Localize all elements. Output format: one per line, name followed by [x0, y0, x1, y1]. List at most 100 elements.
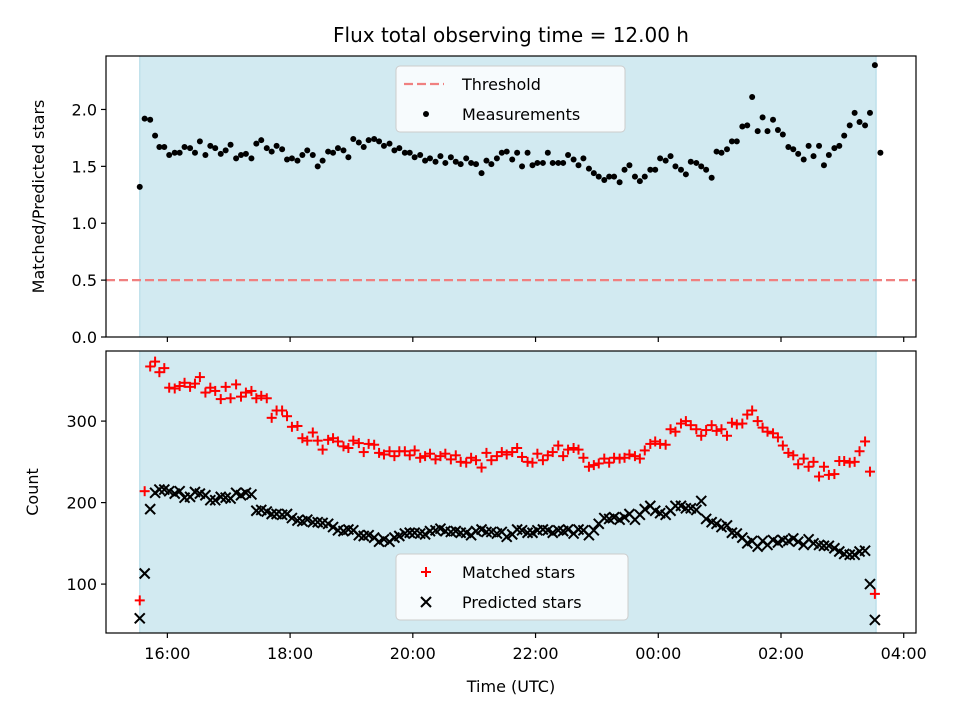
marker-stroke	[818, 540, 830, 552]
matched-star-point	[461, 457, 472, 468]
measurement-point	[468, 159, 475, 166]
matched-star-point	[864, 466, 875, 477]
measurement-point	[340, 147, 347, 154]
marker-stroke	[265, 508, 278, 520]
measurement-point	[595, 173, 602, 180]
marker-stroke	[736, 531, 749, 544]
marker-stroke	[420, 596, 432, 608]
matched-star-point	[860, 436, 871, 447]
predicted-star-point	[690, 504, 703, 516]
measurement-point	[636, 178, 643, 185]
matched-star-point	[194, 372, 205, 383]
measurement-point	[601, 177, 608, 184]
measurement-point	[703, 166, 710, 173]
matched-star-point	[220, 381, 231, 392]
measurement-point	[299, 151, 306, 158]
measurement-point	[181, 144, 188, 151]
measurement-point	[166, 151, 173, 158]
marker-stroke	[245, 488, 258, 501]
top-y-tick-label: 0.5	[72, 271, 97, 290]
matched-star-point	[307, 427, 318, 438]
measurement-point	[147, 116, 154, 123]
marker-stroke	[746, 535, 758, 547]
matched-star-point	[568, 442, 579, 453]
predicted-star-point	[792, 536, 804, 548]
matched-star-point	[517, 451, 528, 462]
measurement-point	[442, 159, 449, 166]
matched-star-point	[634, 453, 645, 464]
measurement-point	[724, 146, 730, 153]
measurement-points	[136, 62, 884, 190]
matched-star-point	[378, 449, 389, 460]
matched-star-point	[583, 461, 594, 472]
measurement-point	[191, 149, 198, 156]
measurement-point	[171, 149, 178, 156]
measurement-point	[350, 136, 357, 143]
marker-stroke	[485, 526, 498, 538]
matched-star-point	[563, 444, 574, 455]
measurement-point	[652, 166, 659, 173]
legend-measurement-swatch	[423, 111, 429, 117]
marker-stroke	[301, 514, 313, 526]
matched-star-point	[716, 424, 727, 435]
marker-stroke	[439, 525, 452, 537]
marker-stroke	[838, 548, 850, 560]
measurement-point	[319, 157, 326, 164]
measurement-point	[749, 93, 756, 100]
predicted-star-point	[818, 540, 830, 552]
top-y-tick-label: 0.0	[72, 328, 97, 347]
marker-stroke	[204, 494, 217, 506]
legend-label: Predicted stars	[462, 593, 582, 612]
matched-star-point	[772, 432, 783, 443]
marker-stroke	[475, 523, 488, 536]
marker-stroke	[807, 537, 820, 550]
predicted-star-point	[848, 549, 861, 561]
matched-star-point	[604, 457, 615, 468]
measurement-point	[248, 155, 255, 162]
matched-star-point	[404, 450, 415, 461]
measurement-point	[708, 174, 715, 181]
marker-stroke	[347, 524, 360, 537]
measurement-point	[560, 159, 567, 166]
measurement-point	[647, 166, 654, 173]
x-tick-label: 22:00	[512, 644, 558, 663]
marker-stroke	[721, 519, 733, 532]
marker-stroke	[144, 503, 156, 515]
marker-stroke	[859, 544, 871, 557]
measurement-point	[877, 149, 884, 156]
measurement-point	[800, 156, 807, 163]
matched-star-point	[312, 435, 323, 446]
marker-stroke	[353, 529, 365, 541]
matched-star-point	[639, 445, 650, 456]
matched-star-point	[762, 426, 773, 437]
legend-label: Matched stars	[462, 563, 575, 582]
marker-stroke	[700, 513, 712, 525]
marker-stroke	[209, 494, 221, 506]
matched-star-point	[481, 447, 492, 458]
measurement-point	[463, 155, 470, 162]
measurement-point	[258, 137, 265, 144]
measurement-point	[422, 157, 429, 164]
matched-star-point	[814, 471, 825, 482]
matched-star-point	[179, 377, 190, 388]
measurement-point	[698, 163, 705, 170]
chart-title: Flux total observing time = 12.00 h	[333, 23, 689, 47]
matched-star-point	[808, 456, 819, 467]
marker-stroke	[434, 522, 447, 535]
matched-star-point	[588, 460, 599, 471]
measurement-point	[611, 173, 618, 180]
predicted-star-point	[173, 485, 186, 497]
measurement-point	[488, 161, 495, 168]
matched-star-point	[624, 449, 635, 460]
matched-star-point	[210, 385, 221, 396]
measurement-point	[790, 146, 797, 153]
bottom-legend: Matched stars Predicted stars	[395, 553, 629, 621]
measurement-point	[836, 142, 843, 149]
marker-stroke	[654, 507, 666, 519]
marker-stroke	[577, 524, 590, 537]
matched-star-point	[353, 438, 364, 449]
bottom-x-ticks: 16:00 18:00 20:00 22:00 00:00 02:00 04:00	[144, 633, 927, 663]
marker-stroke	[562, 523, 574, 536]
predicted-star-point	[859, 544, 871, 557]
matched-star-point	[737, 418, 748, 429]
